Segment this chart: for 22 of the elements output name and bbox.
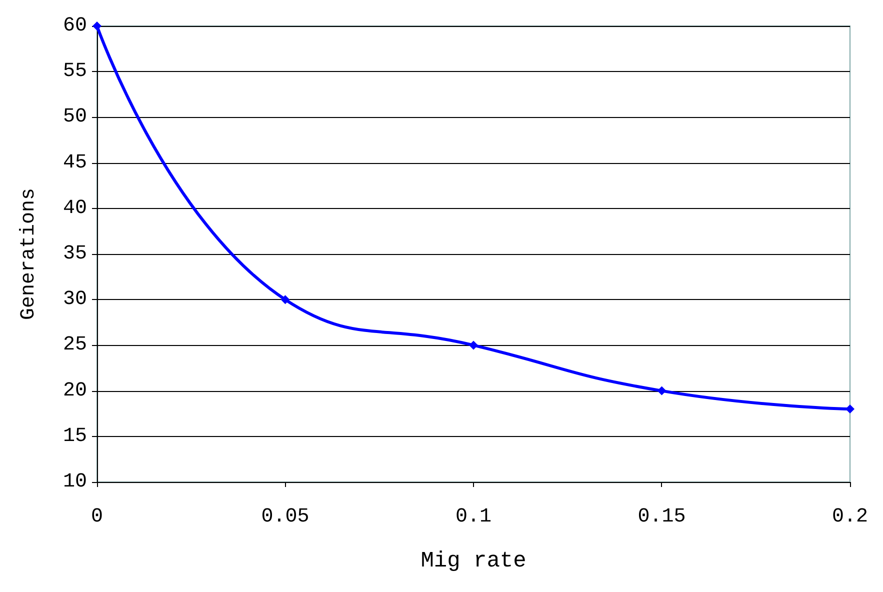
y-tick-label: 20 [62, 379, 87, 402]
x-tick-label: 0.2 [832, 506, 868, 528]
point [469, 340, 478, 350]
x-tick-label: 0.1 [455, 506, 492, 528]
y-tick-label: 30 [62, 288, 87, 312]
point [657, 386, 666, 396]
y-tick-label: 25 [62, 334, 87, 357]
y-tick-label: 40 [62, 196, 87, 220]
y-tick-label: 50 [62, 106, 87, 129]
y-tick-label: 55 [62, 60, 87, 84]
y-tick-label: 35 [62, 242, 87, 266]
x-tick-label: 0 [90, 506, 104, 528]
point [846, 404, 854, 414]
x-tick-label: 0.05 [261, 506, 310, 528]
y-tick-label: 15 [62, 424, 87, 448]
y-tick-label: 10 [62, 470, 87, 494]
x-tick-label: 0.15 [638, 506, 686, 528]
x-axis-title: Mig rate [420, 548, 526, 574]
y-axis-title: Generations [18, 188, 40, 320]
y-tick-label: 45 [62, 151, 87, 174]
point [280, 295, 290, 304]
y-tick-label: 60 [62, 14, 87, 38]
